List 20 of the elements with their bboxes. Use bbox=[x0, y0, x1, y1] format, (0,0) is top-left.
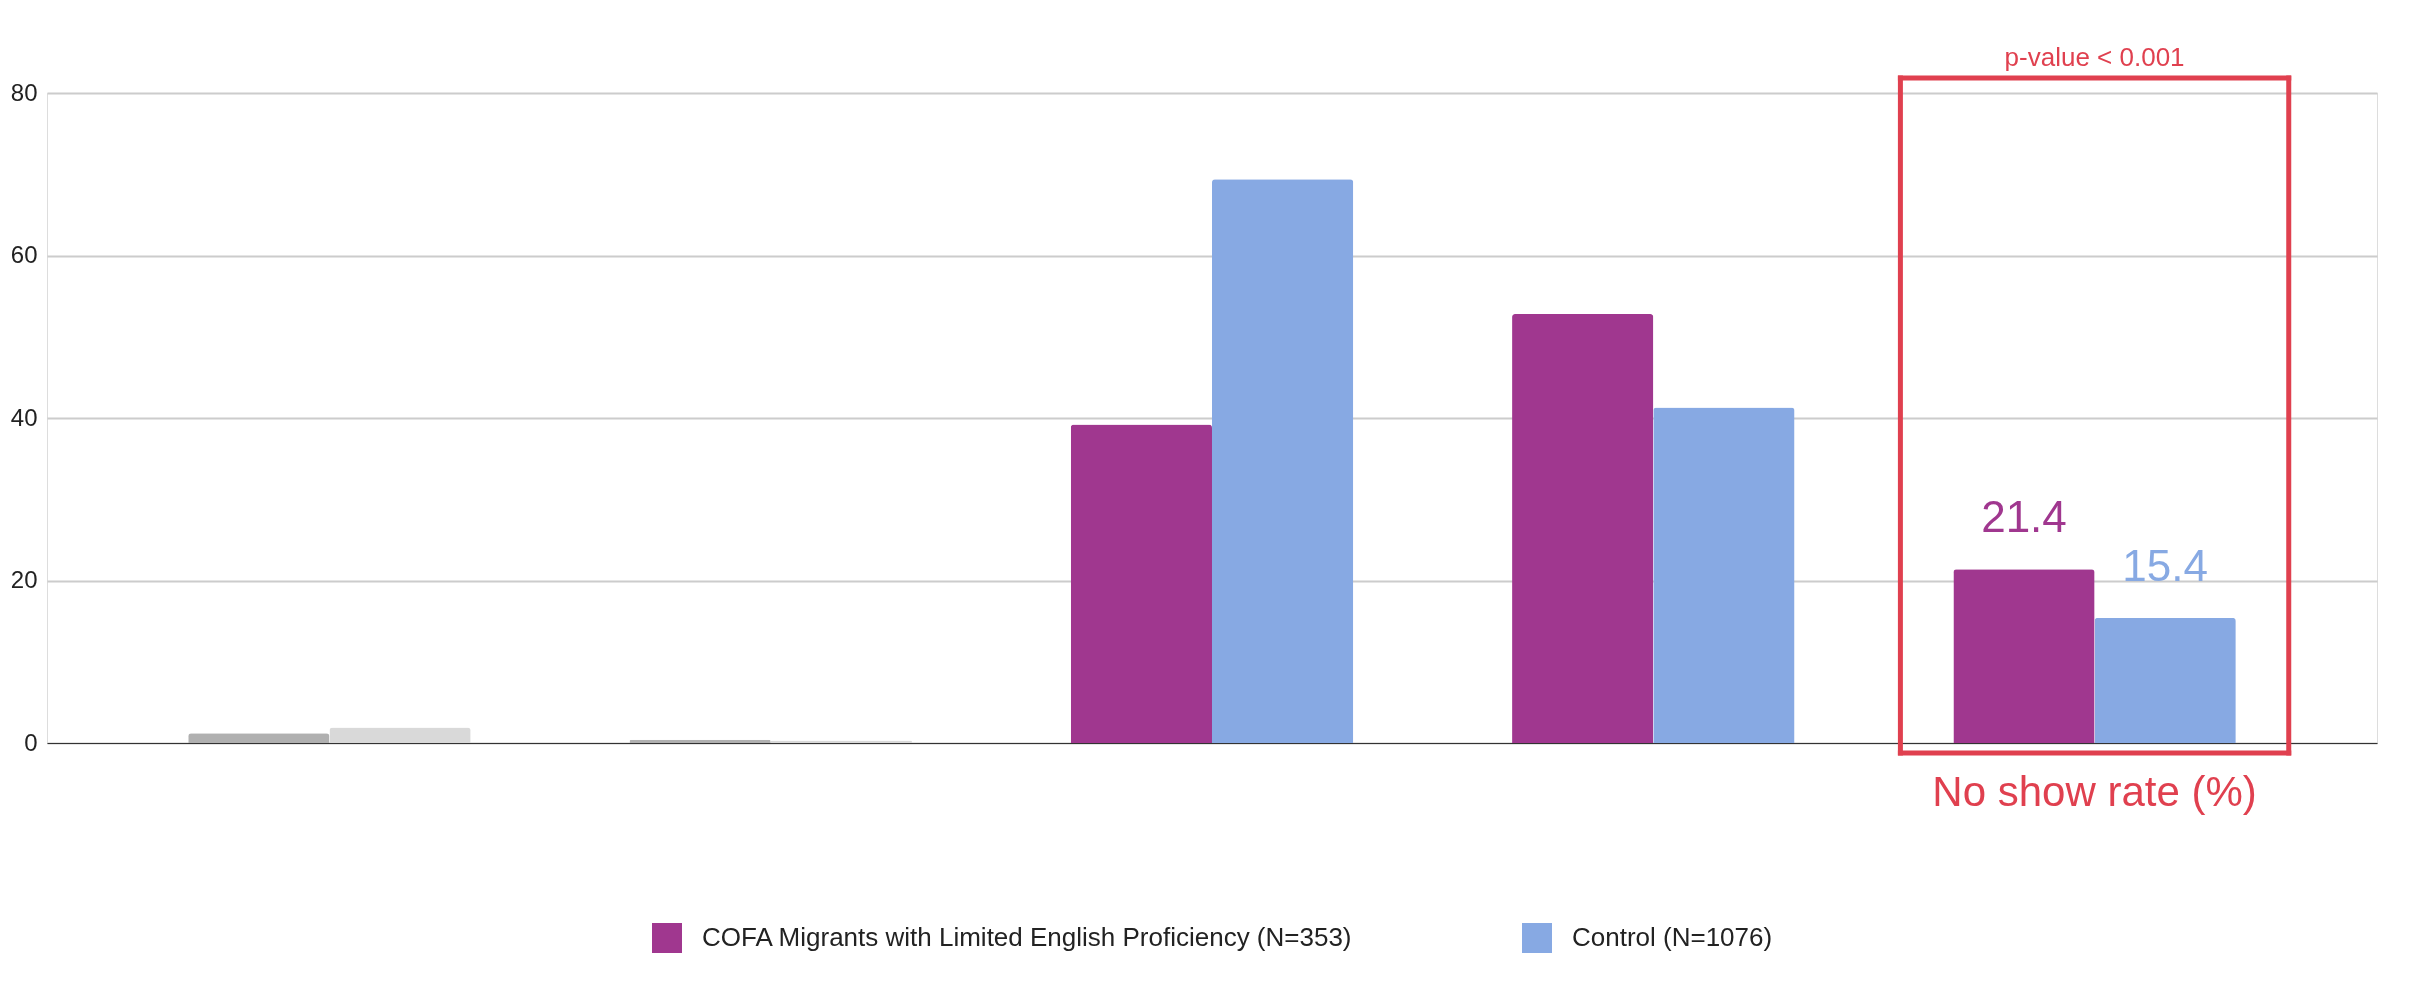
y-tick-label: 0 bbox=[24, 728, 38, 756]
legend-label: Control (N=1076) bbox=[1572, 922, 1773, 952]
text: p-value < 0.001 bbox=[2004, 42, 2185, 72]
bar bbox=[1512, 314, 1654, 743]
bar bbox=[1953, 569, 2095, 743]
bar bbox=[329, 727, 471, 743]
bar bbox=[1212, 179, 1354, 743]
text: No show rate (%) bbox=[1932, 768, 2257, 815]
bar bbox=[1653, 407, 1795, 743]
y-tick-label: 80 bbox=[10, 78, 38, 106]
data-label: 21.4 bbox=[1981, 492, 2067, 542]
bar bbox=[2094, 617, 2236, 743]
bar bbox=[629, 739, 771, 743]
bar bbox=[1070, 424, 1212, 743]
y-tick-label: 40 bbox=[10, 403, 38, 431]
bar bbox=[188, 733, 330, 743]
y-tick-label: 20 bbox=[10, 566, 38, 593]
y-tick-label: 60 bbox=[10, 241, 38, 268]
data-label: 15.4 bbox=[2122, 540, 2208, 590]
legend-label: COFA Migrants with Limited English Proficiency (N=353) bbox=[702, 922, 1352, 952]
